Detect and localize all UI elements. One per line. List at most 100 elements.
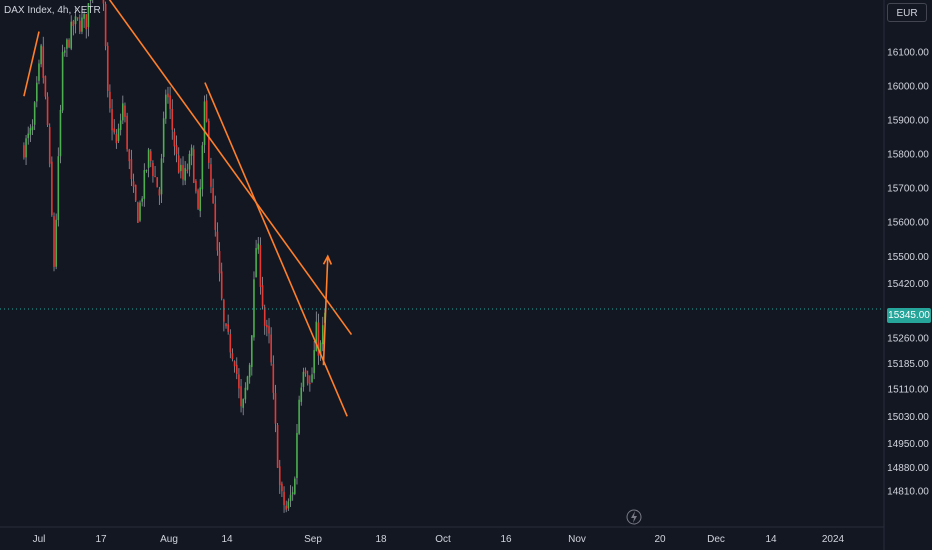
candle-body [225,323,227,327]
candle-body [296,432,298,478]
candle [235,357,238,380]
candle-body [102,0,105,4]
candle [145,169,148,173]
candle-body [66,39,68,49]
candle [263,304,266,335]
candle-body [126,115,128,150]
candle [192,145,195,184]
candle-body [83,14,85,19]
candle [51,156,53,217]
x-tick-label: Jul [33,534,46,545]
candle-body [216,231,219,251]
arrow-line[interactable] [322,256,329,366]
time-axis[interactable]: Jul 17 Aug 14 Sep 18 Oct 16 Nov 20 Dec 14 2024 [33,534,845,545]
candle [143,163,146,207]
candle-body [51,161,53,216]
candle [313,341,315,380]
candle [27,126,30,145]
candle-body [169,95,171,109]
candle-body [154,176,156,178]
candle-body [227,324,229,332]
y-tick-label: 15185.00 [887,359,929,370]
candle [272,355,275,400]
candle [257,236,260,254]
candle-body [44,76,47,97]
candle-body [283,491,285,506]
price-axis[interactable]: 16100.00 16000.00 15900.00 15800.00 15700.00… [887,47,929,497]
candle-body [111,109,113,131]
candle-body [311,374,313,382]
candle-body [278,466,281,486]
candle [270,327,272,366]
candle-body [89,0,92,1]
candle [319,340,322,361]
candle-body [46,96,49,125]
candle-body [306,375,309,384]
y-tick-label: 16000.00 [887,82,929,93]
candle [182,156,184,186]
candle [240,378,242,413]
last-price-badge: 15345.00 [887,308,931,323]
candle [102,0,105,11]
candle [109,84,111,113]
candle [300,382,303,406]
candle-body [137,202,139,223]
candle-body [287,501,290,509]
trendline[interactable] [23,31,40,97]
candle-body [180,164,182,172]
candle-body [130,159,133,180]
candle [304,367,307,377]
candle-body [300,387,303,402]
candle-body [115,134,118,144]
candle-body [40,45,42,65]
currency-button[interactable]: EUR [887,3,927,22]
candle [205,94,208,123]
candle-body [285,505,288,510]
candle [130,149,133,187]
candle [48,123,51,168]
candle-body [270,334,272,363]
x-tick-label: 14 [221,534,233,545]
candle [85,14,88,39]
candle-body [79,20,81,32]
lightning-icon[interactable] [626,509,642,525]
candle [171,99,174,140]
candle [117,123,120,144]
candle [23,142,25,160]
candle-body [192,149,195,183]
candle-body [162,118,165,157]
candle-body [182,165,184,180]
trendline[interactable] [91,0,353,336]
chart-title: DAX Index, 4h, XETR [4,5,101,16]
candle-body [85,14,88,30]
candle-body [242,399,245,408]
candle-body [87,3,90,28]
candle [25,134,27,166]
candle-body [321,325,324,345]
candle [216,222,219,256]
candles [23,0,326,513]
arrow-head[interactable] [322,254,333,265]
candle-body [274,393,277,424]
candle-body [72,21,75,26]
candle-body [106,45,109,92]
y-tick-label: 15800.00 [887,150,929,161]
candle [119,113,122,136]
candle-body [197,190,199,209]
candle [229,329,232,359]
y-tick-label: 15030.00 [887,412,929,423]
trendlines[interactable] [23,0,353,417]
candle [115,129,118,149]
y-tick-label: 15260.00 [887,333,929,344]
candle-body [119,120,122,131]
candle-body [238,374,240,389]
candle-body [304,370,307,374]
candle [61,44,64,114]
candle [298,395,300,435]
candle-body [298,399,300,434]
candle-body [188,153,191,170]
candle-body [74,16,77,25]
candle [55,213,57,270]
candle-body [109,91,111,109]
